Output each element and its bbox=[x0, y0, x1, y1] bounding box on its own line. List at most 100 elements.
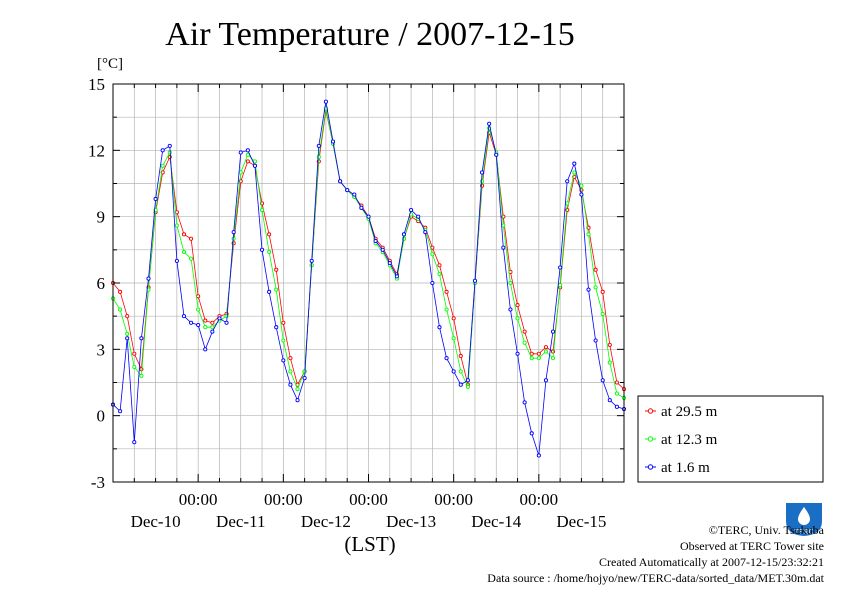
data-point bbox=[522, 340, 527, 345]
legend-box bbox=[637, 395, 824, 483]
data-point bbox=[153, 196, 158, 202]
data-point bbox=[437, 325, 442, 330]
data-point bbox=[536, 453, 541, 458]
data-point bbox=[593, 285, 598, 290]
data-point bbox=[579, 192, 584, 197]
data-point bbox=[600, 289, 605, 294]
data-point bbox=[189, 236, 194, 241]
data-point bbox=[118, 307, 123, 312]
data-point bbox=[245, 159, 250, 164]
data-point bbox=[458, 382, 463, 387]
data-point bbox=[430, 252, 435, 257]
data-point bbox=[515, 303, 520, 308]
data-point bbox=[196, 322, 201, 328]
data-point bbox=[252, 159, 257, 164]
data-point bbox=[586, 287, 591, 292]
data-point bbox=[494, 152, 499, 157]
y-tick-label: 12 bbox=[88, 141, 105, 160]
data-point bbox=[451, 316, 456, 321]
data-point bbox=[572, 170, 577, 175]
data-point bbox=[394, 274, 399, 279]
data-point bbox=[217, 316, 222, 321]
data-point bbox=[501, 245, 506, 250]
credit-created: Created Automatically at 2007-12-15/23:3… bbox=[599, 555, 824, 569]
data-point bbox=[508, 307, 513, 312]
data-point bbox=[160, 163, 165, 168]
data-point bbox=[238, 150, 243, 155]
data-point bbox=[458, 369, 463, 374]
data-point bbox=[189, 256, 194, 261]
data-point bbox=[259, 207, 265, 213]
data-point bbox=[295, 398, 300, 403]
data-point bbox=[430, 245, 435, 250]
data-point bbox=[125, 331, 130, 336]
y-tick-label: 15 bbox=[88, 75, 105, 94]
data-point bbox=[259, 247, 265, 252]
data-point bbox=[210, 320, 215, 325]
data-point bbox=[302, 376, 307, 381]
data-point bbox=[607, 360, 612, 365]
logo-text: TERC bbox=[794, 529, 813, 536]
data-point bbox=[593, 338, 598, 343]
data-point bbox=[607, 342, 612, 347]
data-point bbox=[196, 307, 201, 312]
x-tick-label: 00:00 bbox=[179, 490, 218, 509]
data-point bbox=[565, 179, 570, 184]
data-point bbox=[146, 276, 151, 281]
data-point bbox=[451, 369, 456, 374]
series-layer bbox=[110, 99, 627, 458]
data-point bbox=[508, 280, 513, 286]
day-label: Dec-10 bbox=[131, 512, 181, 531]
data-point bbox=[543, 345, 548, 350]
data-point bbox=[543, 349, 548, 354]
x-tick-label: 00:00 bbox=[519, 490, 558, 509]
data-point bbox=[118, 409, 123, 414]
data-point bbox=[550, 356, 556, 361]
data-point bbox=[401, 232, 407, 237]
data-point bbox=[274, 325, 279, 330]
data-point bbox=[132, 364, 137, 370]
data-point bbox=[487, 121, 492, 126]
data-point bbox=[281, 358, 286, 363]
legend-label: at 12.3 m bbox=[661, 432, 718, 448]
data-point bbox=[189, 320, 194, 325]
grid bbox=[113, 83, 624, 483]
data-point bbox=[472, 278, 478, 283]
data-point bbox=[586, 232, 591, 237]
data-point bbox=[558, 265, 563, 270]
data-point bbox=[252, 163, 257, 168]
data-point bbox=[352, 192, 357, 197]
data-point bbox=[245, 148, 250, 153]
data-point bbox=[529, 431, 534, 436]
day-label: Dec-11 bbox=[216, 512, 265, 531]
data-point bbox=[614, 391, 619, 396]
data-point bbox=[181, 314, 187, 319]
legend-label: at 29.5 m bbox=[661, 404, 718, 420]
legend-marker bbox=[647, 436, 654, 442]
data-point bbox=[614, 404, 619, 409]
data-point bbox=[607, 398, 612, 403]
data-point bbox=[423, 230, 428, 235]
data-point bbox=[522, 400, 527, 405]
data-point bbox=[366, 214, 371, 219]
data-point bbox=[579, 183, 584, 188]
data-point bbox=[345, 188, 350, 193]
logo-drop-icon bbox=[798, 507, 810, 525]
data-point bbox=[139, 336, 144, 341]
data-point bbox=[338, 179, 343, 184]
data-point bbox=[139, 373, 144, 378]
day-label: Dec-12 bbox=[301, 512, 351, 531]
data-point bbox=[614, 380, 619, 385]
data-point bbox=[558, 283, 563, 288]
credit-source: Data source : /home/hojyo/new/TERC-data/… bbox=[487, 571, 824, 585]
data-point bbox=[380, 247, 385, 252]
data-point bbox=[572, 161, 577, 166]
data-point bbox=[480, 170, 485, 175]
data-point bbox=[593, 267, 598, 272]
data-point bbox=[458, 353, 463, 359]
data-point bbox=[224, 314, 229, 319]
data-point bbox=[359, 205, 364, 210]
data-point bbox=[529, 356, 534, 361]
x-tick-label: 00:00 bbox=[349, 490, 388, 509]
data-point bbox=[125, 314, 130, 319]
